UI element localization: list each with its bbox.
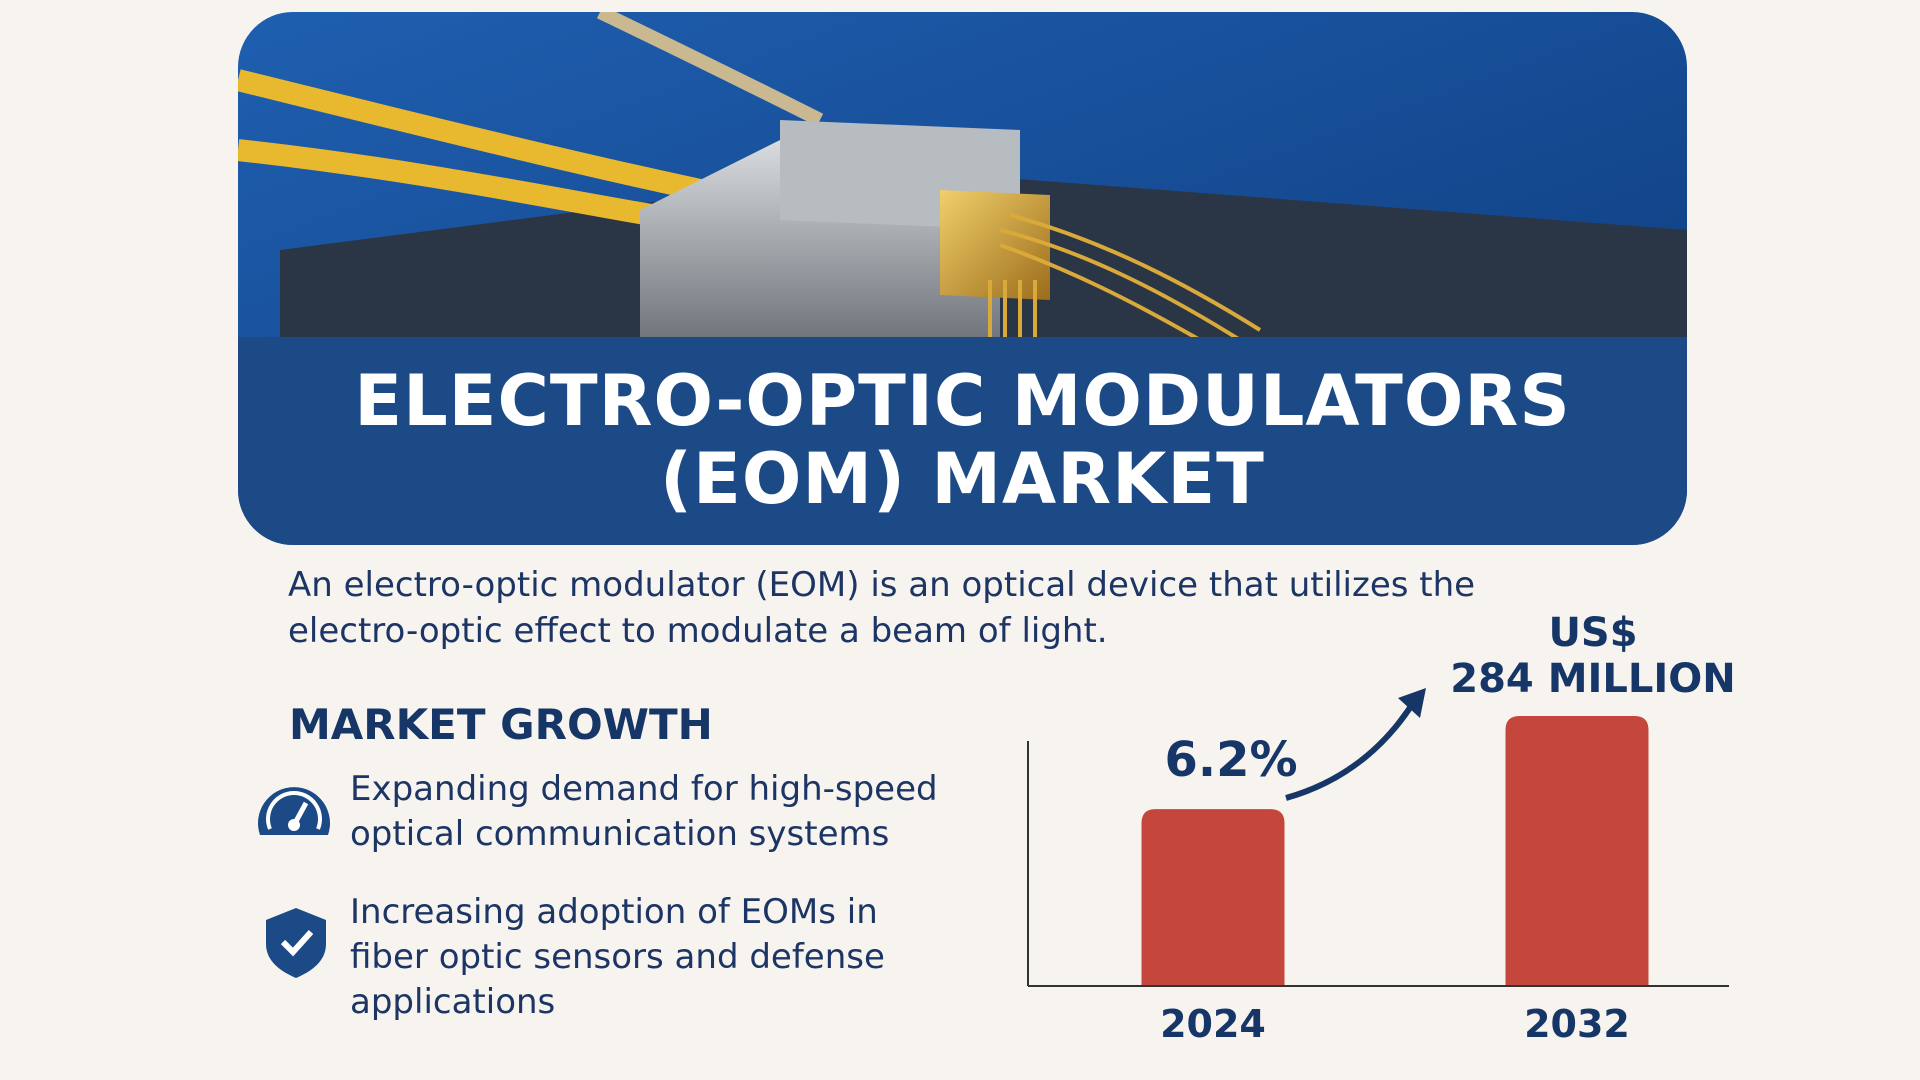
description: An electro-optic modulator (EOM) is an o… <box>288 565 1476 651</box>
bullet-text: Expanding demand for high-speed optical … <box>350 769 938 854</box>
gauge-icon <box>258 787 330 835</box>
bar <box>1505 716 1649 986</box>
title-line: ELECTRO-OPTIC MODULATORS <box>354 360 1571 442</box>
shield-icon <box>266 908 326 978</box>
bullet-text: Increasing adoption of EOMs in fiber opt… <box>350 892 885 1022</box>
value-label: US$ 284 MILLION <box>1450 610 1736 702</box>
title-line: (EOM) MARKET <box>660 438 1265 520</box>
growth-arrow <box>1285 698 1418 801</box>
bar-chart <box>1027 688 1729 987</box>
x-tick-label: 2032 <box>1524 1002 1630 1046</box>
x-tick-label: 2024 <box>1160 1002 1266 1046</box>
arrow-head <box>1398 688 1426 718</box>
section-title: MARKET GROWTH <box>289 700 713 749</box>
growth-label: 6.2% <box>1164 732 1298 788</box>
hero-image <box>238 12 1687 545</box>
bar <box>1141 809 1285 986</box>
